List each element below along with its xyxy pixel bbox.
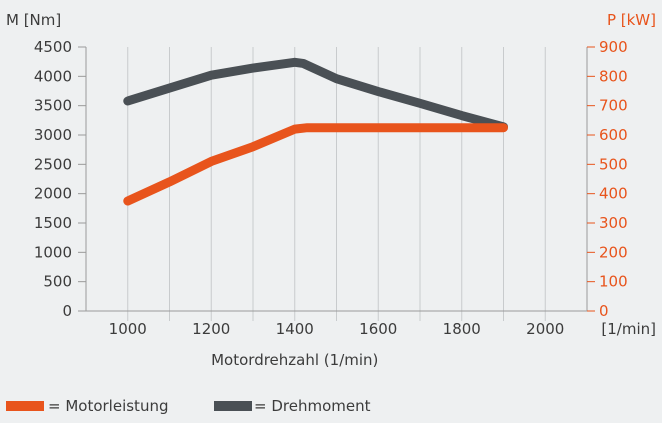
y-tick-label-right: 500 [599,155,628,173]
y-tick-label-left: 4000 [34,67,72,85]
y-tick-label-right: 700 [599,97,628,115]
labels-layer: 0 500 1000 1500 2000 2500 3000 3500 4000 4500 0 100… [6,11,656,369]
legend: = Motorleistung = Drehmoment [6,397,371,415]
y-tick-label-right: 900 [599,38,628,56]
x-tick-label: 1200 [192,320,230,338]
y-tick-label-right: 400 [599,185,628,203]
legend-swatch-motorleistung [6,401,44,411]
x-tick-label: 1000 [109,320,147,338]
y-tick-label-left: 500 [43,273,72,291]
y-tick-label-right: 200 [599,243,628,261]
y-tick-label-left: 1000 [34,243,72,261]
legend-swatch-drehmoment [214,401,252,411]
series-line-drehmoment [123,57,508,132]
x-axis-title: Motordrehzahl (1/min) [211,351,378,369]
y-tick-label-right: 800 [599,67,628,85]
legend-label-drehmoment: = Drehmoment [254,397,371,415]
legend-label-motorleistung: = Motorleistung [48,397,168,415]
y-tick-label-left: 4500 [34,38,72,56]
y-tick-label-left: 2500 [34,155,72,173]
grid-layer [127,47,546,321]
axes-layer [78,46,595,312]
series-line-motorleistung [123,123,508,206]
y-axis-title-right: P [kW] [607,11,656,29]
y-tick-label-right: 600 [599,126,628,144]
y-tick-label-right: 0 [599,302,609,320]
y-tick-label-right: 100 [599,273,628,291]
y-tick-label-left: 1500 [34,214,72,232]
y-tick-label-left: 0 [62,302,72,320]
x-axis-unit-label: [1/min] [601,320,656,338]
y-tick-label-left: 2000 [34,185,72,203]
x-tick-label: 2000 [526,320,564,338]
y-tick-label-left: 3000 [34,126,72,144]
x-tick-label: 1400 [276,320,314,338]
x-tick-label: 1600 [359,320,397,338]
series-layer [123,57,508,206]
y-axis-title-left: M [Nm] [6,11,61,29]
y-tick-label-left: 3500 [34,97,72,115]
x-tick-label: 1800 [443,320,481,338]
y-tick-label-right: 300 [599,214,628,232]
